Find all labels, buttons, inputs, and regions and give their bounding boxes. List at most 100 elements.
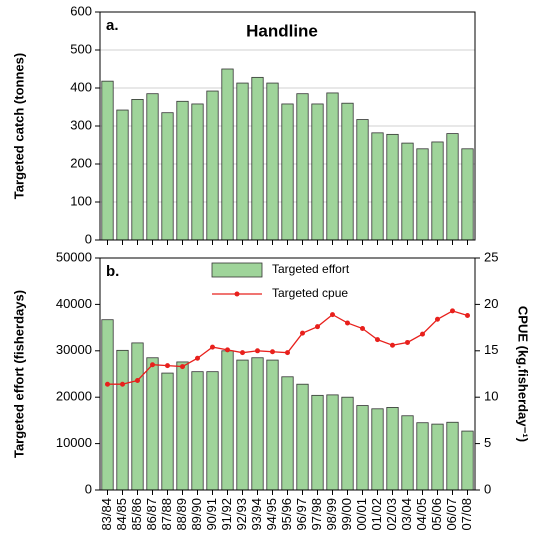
- bar: [461, 430, 474, 491]
- x-tick-label: 97/98: [309, 498, 324, 531]
- bar: [401, 142, 414, 241]
- y-tick-label: 0: [85, 231, 92, 246]
- bar: [101, 80, 114, 241]
- bar: [236, 359, 249, 491]
- bar: [161, 372, 174, 491]
- cpue-point: [210, 344, 215, 350]
- y-tick-label: 20000: [56, 389, 92, 404]
- plot-frame: [99, 11, 476, 241]
- bar: [431, 423, 444, 491]
- legend-dot: [234, 291, 240, 297]
- bar: [386, 407, 399, 491]
- bar: [311, 103, 324, 241]
- y2-tick-label: 25: [484, 249, 498, 264]
- y-tick-label: 100: [70, 193, 92, 208]
- bar: [251, 357, 264, 491]
- legend-label: Targeted cpue: [272, 286, 348, 300]
- x-tick-label: 06/07: [444, 498, 459, 531]
- cpue-point: [465, 313, 470, 319]
- legend-label: Targeted effort: [272, 262, 350, 276]
- bar: [116, 349, 129, 491]
- cpue-point: [420, 331, 425, 337]
- chart-title: Handline: [246, 21, 318, 40]
- bar: [401, 415, 414, 491]
- x-tick-label: 01/02: [369, 498, 384, 531]
- bar: [461, 148, 474, 241]
- cpue-point: [240, 350, 245, 356]
- bar: [176, 100, 189, 241]
- y2-tick-label: 20: [484, 296, 498, 311]
- x-tick-label: 93/94: [249, 498, 264, 531]
- x-tick-label: 91/92: [219, 498, 234, 531]
- bar: [386, 133, 399, 241]
- bar: [416, 422, 429, 491]
- bar: [101, 319, 114, 491]
- bar: [296, 93, 309, 241]
- bar: [446, 421, 459, 491]
- x-tick-label: 86/87: [144, 498, 159, 531]
- bar: [371, 132, 384, 241]
- y-tick-label: 40000: [56, 296, 92, 311]
- cpue-point: [120, 381, 125, 387]
- cpue-point: [195, 355, 200, 361]
- y-tick-label: 50000: [56, 249, 92, 264]
- panel-label: b.: [106, 263, 119, 280]
- cpue-point: [450, 308, 455, 314]
- bar: [341, 102, 354, 241]
- cpue-point: [165, 363, 170, 369]
- x-tick-label: 94/95: [264, 498, 279, 531]
- y-tick-label: 10000: [56, 435, 92, 450]
- bar: [446, 133, 459, 241]
- x-tick-label: 03/04: [399, 498, 414, 531]
- cpue-point: [330, 312, 335, 318]
- cpue-point: [105, 381, 110, 387]
- x-tick-label: 05/06: [429, 498, 444, 531]
- bar: [116, 109, 129, 241]
- cpue-point: [135, 377, 140, 383]
- cpue-point: [390, 342, 395, 348]
- y-tick-label: 0: [85, 481, 92, 496]
- y2-tick-label: 10: [484, 389, 498, 404]
- x-tick-label: 85/86: [129, 498, 144, 531]
- bar: [266, 82, 279, 241]
- bar: [266, 359, 279, 491]
- bar: [236, 82, 249, 241]
- y2-tick-label: 5: [484, 435, 491, 450]
- bar: [281, 103, 294, 241]
- x-tick-label: 98/99: [324, 498, 339, 531]
- y-tick-label: 300: [70, 117, 92, 132]
- y-axis-label: Targeted catch (tonnes): [11, 53, 26, 199]
- bar: [221, 350, 234, 491]
- cpue-point: [180, 364, 185, 370]
- bar: [356, 119, 369, 241]
- y-tick-label: 30000: [56, 342, 92, 357]
- y-tick-label: 600: [70, 3, 92, 18]
- bar: [371, 408, 384, 491]
- bar: [191, 103, 204, 241]
- cpue-point: [270, 349, 275, 355]
- x-tick-label: 90/91: [204, 498, 219, 531]
- y2-tick-label: 15: [484, 342, 498, 357]
- cpue-point: [345, 320, 350, 326]
- cpue-point: [255, 348, 260, 354]
- cpue-point: [405, 339, 410, 345]
- y2-axis-label: CPUE (kg.fisherday⁻¹): [516, 306, 531, 442]
- cpue-point: [435, 316, 440, 322]
- x-tick-label: 89/90: [189, 498, 204, 531]
- x-tick-label: 99/00: [339, 498, 354, 531]
- bar: [341, 396, 354, 491]
- bar: [206, 90, 219, 241]
- bar: [191, 371, 204, 491]
- x-tick-label: 95/96: [279, 498, 294, 531]
- cpue-point: [300, 330, 305, 336]
- x-tick-label: 04/05: [414, 498, 429, 531]
- y-tick-label: 500: [70, 41, 92, 56]
- y2-tick-label: 0: [484, 481, 491, 496]
- plot-frame: [99, 257, 476, 491]
- bar: [296, 383, 309, 491]
- x-tick-label: 92/93: [234, 498, 249, 531]
- bar: [206, 371, 219, 491]
- bar: [146, 93, 159, 241]
- x-tick-label: 88/89: [174, 498, 189, 531]
